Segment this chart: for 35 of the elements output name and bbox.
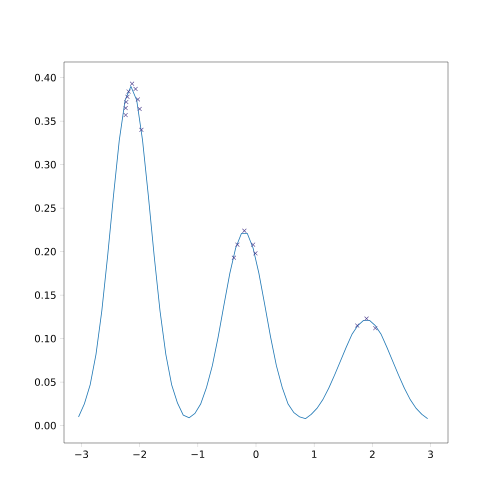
y-tick-label: 0.15 bbox=[34, 291, 56, 299]
point bbox=[364, 316, 369, 321]
y-tick-label: 0.00 bbox=[34, 422, 56, 430]
point bbox=[133, 86, 138, 92]
x-tick-label: 0 bbox=[253, 450, 259, 458]
x-tick-label: 2 bbox=[370, 450, 375, 458]
y-tick-label: 0.20 bbox=[34, 248, 56, 256]
y-tick-label: 0.05 bbox=[34, 378, 56, 386]
y-tick-label: 0.25 bbox=[34, 204, 56, 212]
y-tick-label: 0.30 bbox=[34, 160, 56, 168]
point bbox=[139, 128, 144, 132]
point bbox=[232, 255, 236, 260]
point bbox=[136, 97, 140, 102]
x-tick-label: −2 bbox=[133, 450, 146, 458]
point bbox=[354, 323, 360, 328]
point bbox=[235, 242, 240, 247]
x-tick-label: −3 bbox=[75, 450, 88, 458]
x-tick-label: 3 bbox=[428, 450, 433, 458]
y-tick-label: 0.10 bbox=[34, 334, 56, 342]
point bbox=[250, 242, 256, 247]
x-tick-label: 1 bbox=[312, 450, 316, 458]
point bbox=[137, 106, 142, 112]
y-tick-label: 0.35 bbox=[34, 117, 56, 125]
point bbox=[130, 81, 134, 86]
point bbox=[242, 228, 247, 234]
point bbox=[125, 94, 130, 100]
x-tick-label: −1 bbox=[192, 450, 204, 458]
point bbox=[123, 106, 128, 110]
point bbox=[253, 251, 258, 256]
point bbox=[123, 112, 128, 118]
y-tick-label: 0.40 bbox=[34, 74, 56, 82]
point bbox=[124, 100, 129, 104]
point bbox=[126, 89, 131, 94]
point bbox=[372, 326, 378, 330]
line-series bbox=[78, 86, 428, 420]
